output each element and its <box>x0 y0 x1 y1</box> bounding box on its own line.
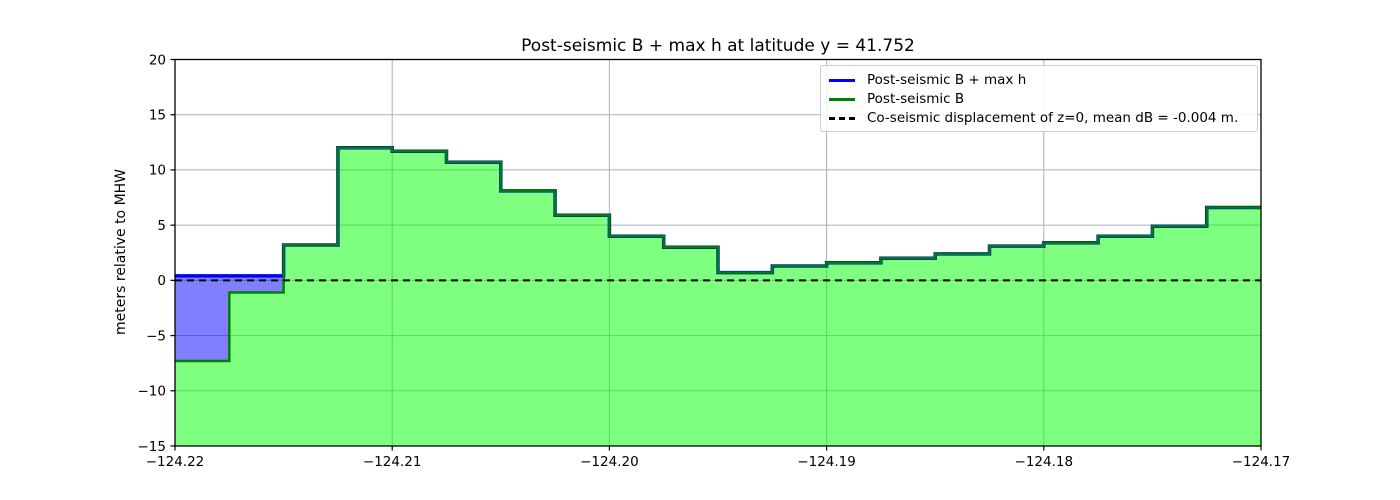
x-tick-label: −124.19 <box>797 454 856 470</box>
chart-title: Post-seismic B + max h at latitude y = 4… <box>521 36 915 56</box>
axes-spines <box>174 58 1262 447</box>
legend-entry: Post-seismic B <box>829 90 1249 109</box>
legend-entry: Post-seismic B + max h <box>829 71 1249 90</box>
y-tick-label: 0 <box>157 273 166 289</box>
x-tick-label: −124.21 <box>363 454 422 470</box>
y-tick-label: 5 <box>157 218 166 234</box>
legend-label: Post-seismic B + max h <box>867 72 1027 88</box>
x-tick-label: −124.20 <box>580 454 639 470</box>
legend-line-sample-b-plus-maxh <box>829 79 855 82</box>
post-seismic-b-line <box>175 146 1261 363</box>
y-tick-label: 15 <box>149 108 166 124</box>
y-tick-label: 10 <box>149 163 166 179</box>
legend-label: Post-seismic B <box>867 91 965 107</box>
legend-label: Co-seismic displacement of z=0, mean dB … <box>867 110 1239 126</box>
y-axis-label: meters relative to MHW <box>113 168 129 336</box>
legend: Post-seismic B + max h Post-seismic B Co… <box>820 65 1258 132</box>
y-tick-label: 20 <box>149 52 166 68</box>
y-tick-label: −15 <box>138 439 167 455</box>
legend-line-sample-post-seismic-b <box>829 98 855 101</box>
y-tick-label: −5 <box>146 328 166 344</box>
legend-line-sample-co-seismic <box>829 117 855 120</box>
post-seismic-b-area <box>175 147 1261 447</box>
legend-entry: Co-seismic displacement of z=0, mean dB … <box>829 109 1249 128</box>
x-tick-label: −124.17 <box>1232 454 1291 470</box>
y-tick-label: −10 <box>138 384 167 400</box>
x-tick-label: −124.18 <box>1015 454 1074 470</box>
x-tick-label: −124.22 <box>146 454 205 470</box>
